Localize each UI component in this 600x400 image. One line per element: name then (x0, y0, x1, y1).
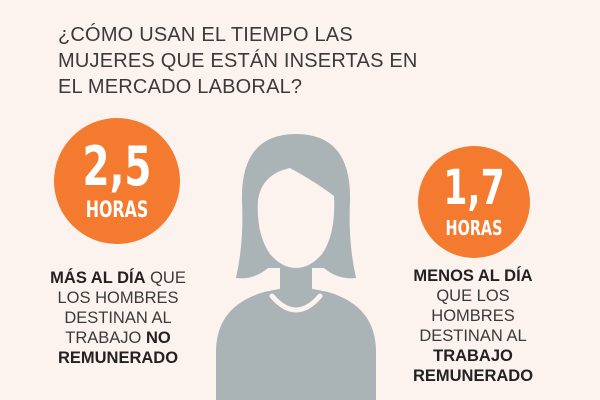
left-stat-caption: MÁS AL DÍA QUE LOS HOMBRES DESTINAN AL T… (40, 268, 196, 368)
left-stat-circle: 2,5 HORAS (54, 118, 180, 244)
right-stat-value: 1,7 (443, 160, 505, 216)
right-stat-caption: MENOS AL DÍA QUE LOS HOMBRES DESTINAN AL… (398, 266, 548, 386)
left-caption-bold-1: MÁS AL DÍA (50, 269, 146, 287)
page-title: ¿CÓMO USAN EL TIEMPO LAS MUJERES QUE EST… (58, 24, 418, 98)
left-caption-bold-2: NO REMUNERADO (57, 329, 179, 367)
left-stat-unit: HORAS (85, 198, 149, 223)
left-caption-text: QUE LOS HOMBRES DESTINAN AL TRABAJO (57, 269, 186, 347)
right-stat-circle: 1,7 HORAS (418, 146, 530, 258)
left-stat-value: 2,5 (82, 135, 152, 198)
right-caption-text: QUE LOS HOMBRES DESTINAN AL (419, 287, 527, 345)
right-stat-unit: HORAS (445, 216, 503, 240)
woman-silhouette-icon (216, 134, 376, 400)
right-caption-bold-2: TRABAJO REMUNERADO (412, 347, 534, 385)
right-caption-bold-1: MENOS AL DÍA (413, 267, 533, 285)
